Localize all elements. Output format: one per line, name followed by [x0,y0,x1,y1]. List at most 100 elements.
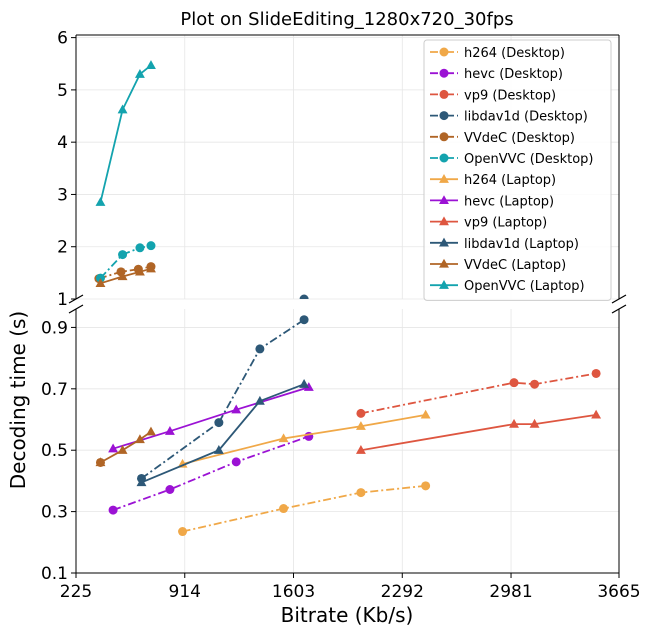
x-tick-label: 2292 [381,582,424,602]
point-hevc-desktop [231,457,241,467]
legend-label-vvdec-desktop: VVdeC (Desktop) [464,131,575,146]
legend-marker-hevc-desktop [439,68,449,78]
point-h264-laptop [420,409,431,419]
point-hevc-laptop [303,382,314,391]
point-openvvc-laptop [146,60,156,69]
point-vvdec-laptop [146,263,156,273]
axis-break-mark [611,294,627,304]
series-line-vp9-laptop [360,414,597,452]
point-libdav1d-desktop [299,315,309,325]
y-tick-label: 0.9 [41,318,68,338]
series-line-openvvc-desktop [99,244,152,279]
legend-label-vp9-desktop: vp9 (Desktop) [464,88,556,103]
y-tick-label: 3 [57,185,68,205]
point-h264-desktop [356,488,366,498]
point-hevc-desktop [165,485,175,495]
legend-marker-libdav1d-laptop [439,237,449,247]
point-vvdec-desktop [95,457,105,467]
y-tick-label: 1 [57,290,68,310]
legend-marker-h264-desktop [439,47,449,57]
point-vp9-laptop [591,409,602,419]
point-hevc-laptop [231,404,242,414]
point-vp9-desktop [591,368,601,378]
y-tick-label: 0.1 [41,564,68,584]
point-vp9-laptop [529,418,540,428]
point-hevc-laptop [164,425,175,435]
legend: h264 (Desktop) hevc (Desktop) vp9 (Desktop… [423,39,612,301]
series-line-hevc-desktop [112,435,310,511]
axis-break-mark [611,304,627,314]
legend-marker-libdav1d-desktop [439,111,449,121]
point-openvvc-laptop [134,69,145,78]
x-tick-label: 225 [60,582,92,602]
point-openvvc-laptop [95,197,106,206]
series-line-vvdec-laptop [100,431,152,464]
x-tick-label: 3665 [597,582,640,602]
y-tick-label: 5 [57,81,68,101]
point-openvvc-desktop [118,250,128,260]
point-vvdec-laptop [146,426,156,436]
point-libdav1d-desktop [214,418,224,428]
legend-marker-hevc-laptop [439,195,449,205]
point-openvvc-desktop [135,243,145,253]
series-line-vp9-desktop [360,372,597,415]
legend-marker-openvvc-laptop [439,280,449,289]
point-vp9-laptop [355,445,366,454]
lower-plot-area [95,315,602,537]
legend-marker-vp9-desktop [439,89,449,99]
legend-marker-vp9-laptop [439,216,449,226]
y-tick-label: 6 [57,29,68,49]
legend-label-openvvc-desktop: OpenVVC (Desktop) [464,152,593,167]
legend-label-libdav1d-laptop: libdav1d (Laptop) [464,237,579,252]
y-tick-label: 0.7 [41,380,68,400]
legend-label-hevc-desktop: hevc (Desktop) [464,67,563,82]
legend-marker-vvdec-laptop [439,258,449,268]
legend-label-hevc-laptop: hevc (Laptop) [464,194,554,209]
point-libdav1d-desktop-overflow [299,294,309,299]
y-axis-label: Decoding time (s) [6,311,30,490]
series-line-openvvc-laptop [99,64,152,203]
point-libdav1d-laptop [254,395,265,405]
point-h264-laptop [355,421,366,430]
legend-label-h264-laptop: h264 (Laptop) [464,173,556,188]
point-vvdec-laptop [134,266,145,276]
legend-label-h264-desktop: h264 (Desktop) [464,46,565,61]
axes [68,34,627,578]
point-h264-desktop [421,481,431,491]
series-line-h264-laptop [182,414,426,465]
point-vp9-laptop [509,418,519,428]
legend-marker-openvvc-desktop [439,153,449,163]
x-tick-label: 914 [169,582,201,602]
y-tick-label: 4 [57,133,68,153]
y-tick-label: 0.3 [41,503,68,523]
y-tick-label: 0.5 [41,441,68,461]
axis-break-mark [68,294,84,304]
series-line-h264-desktop [182,484,426,533]
point-libdav1d-laptop [213,445,224,454]
tick-labels: 225 914 1603 2292 2981 3665 1 2 3 4 5 6 0.1 0.3 0.5 0.7… [41,29,641,602]
point-vvdec-laptop [134,434,145,444]
point-libdav1d-desktop [255,344,265,354]
point-openvvc-desktop [95,273,105,283]
legend-label-vvdec-laptop: VVdeC (Laptop) [464,258,566,273]
series-line-vvdec-laptop [100,267,152,285]
point-h264-desktop [279,504,289,514]
legend-label-libdav1d-desktop: libdav1d (Desktop) [464,110,588,125]
legend-marker-h264-laptop [439,174,449,183]
point-vvdec-laptop [117,271,128,281]
point-vp9-desktop [509,378,519,388]
point-vvdec-laptop [95,278,106,287]
point-h264-desktop [178,527,188,537]
lower-grid [75,309,620,574]
legend-box [423,39,612,301]
point-hevc-desktop [108,505,118,515]
axis-break-mark [68,304,84,314]
point-libdav1d-laptop [299,379,310,388]
point-openvvc-desktop [146,241,156,251]
point-vp9-desktop [530,379,540,389]
upper-plot-area [94,60,309,299]
chart-title: Plot on SlideEditing_1280x720_30fps [180,9,513,30]
x-tick-label: 2981 [489,582,532,602]
point-openvvc-laptop [117,104,128,114]
legend-label-openvvc-laptop: OpenVVC (Laptop) [464,279,585,294]
